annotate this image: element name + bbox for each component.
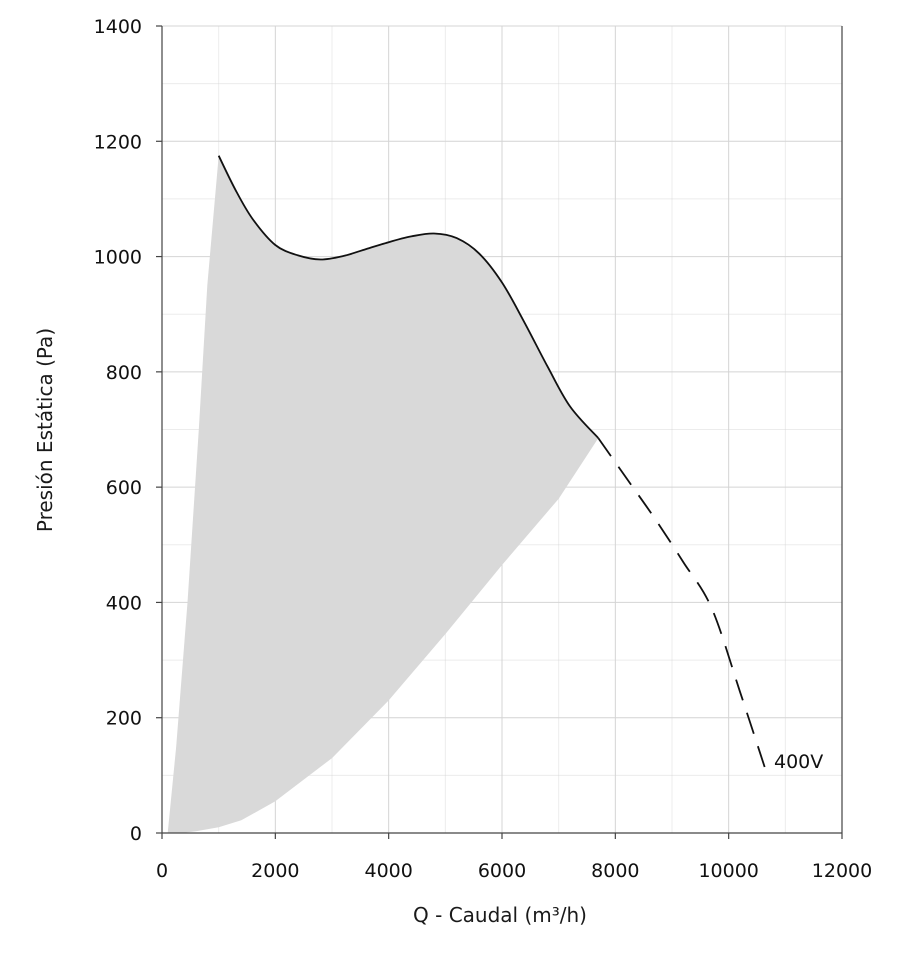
curve-label-400v: 400V xyxy=(774,751,823,773)
x-tick-label: 0 xyxy=(156,860,168,882)
series-line-dashed xyxy=(597,437,770,779)
x-tick-label: 6000 xyxy=(478,860,526,882)
x-axis-title: Q - Caudal (m³/h) xyxy=(413,903,587,927)
y-tick-label: 0 xyxy=(130,823,142,845)
x-tick-label: 12000 xyxy=(812,860,872,882)
y-tick-label: 1400 xyxy=(94,16,142,38)
y-tick-label: 1200 xyxy=(94,131,142,153)
tick-labels: 0 2000 4000 6000 8000 10000 12000 0 200 400 600 800… xyxy=(94,16,873,882)
x-tick-label: 2000 xyxy=(251,860,299,882)
x-tick-label: 8000 xyxy=(591,860,639,882)
operating-area xyxy=(167,155,599,833)
series-layer xyxy=(217,155,770,779)
y-tick-label: 200 xyxy=(106,708,142,730)
y-tick-label: 1000 xyxy=(94,247,142,269)
y-tick-label: 800 xyxy=(106,362,142,384)
operating-area-layer xyxy=(167,155,599,833)
y-tick-label: 400 xyxy=(106,592,142,614)
y-axis-title: Presión Estática (Pa) xyxy=(33,328,57,532)
axes xyxy=(156,25,843,839)
x-tick-label: 10000 xyxy=(698,860,758,882)
series-line-solid xyxy=(217,155,599,439)
y-tick-label: 600 xyxy=(106,477,142,499)
x-tick-label: 4000 xyxy=(364,860,412,882)
